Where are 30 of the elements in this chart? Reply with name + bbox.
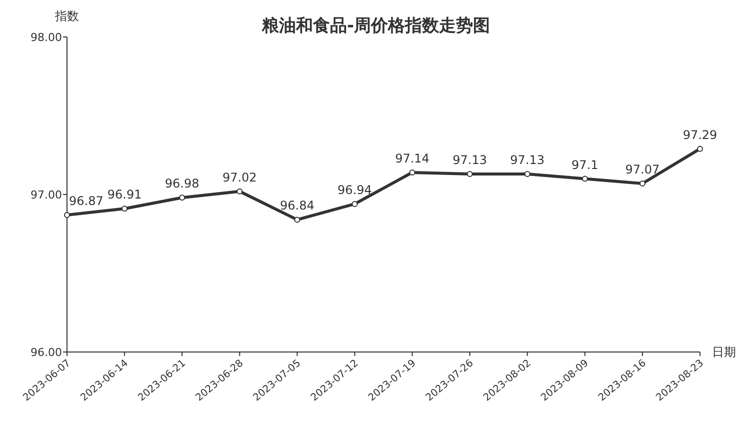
data-label: 97.02: [222, 170, 257, 184]
data-label: 97.29: [682, 128, 718, 142]
point: [122, 206, 128, 212]
point: [236, 188, 243, 194]
y-tick-label: 96.00: [30, 346, 62, 359]
point: [294, 216, 300, 223]
point: [697, 146, 703, 152]
point: [582, 176, 588, 182]
data-label: 97.1: [572, 158, 598, 172]
point: [352, 200, 358, 207]
point: [466, 171, 473, 178]
data-label: 96.98: [164, 176, 200, 191]
point: [524, 171, 530, 178]
y-tick-label: 98.00: [30, 31, 62, 44]
data-label: 96.91: [107, 188, 142, 202]
data-label: 96.84: [280, 198, 314, 213]
data-label: 97.13: [452, 153, 487, 168]
x-axis-title: 日期: [712, 345, 736, 359]
y-axis-title: 指数: [54, 9, 79, 23]
data-label: 96.87: [69, 194, 104, 208]
point: [179, 194, 186, 201]
data-label: 97.07: [625, 162, 660, 176]
data-label: 96.94: [338, 182, 372, 197]
point: [409, 169, 416, 176]
point: [64, 212, 70, 218]
data-label: 97.13: [510, 153, 545, 168]
point: [639, 180, 646, 186]
y-tick-label: 97.00: [30, 188, 62, 202]
chart-title: 粮油和食品-周价格指数走势图: [260, 16, 490, 36]
data-label: 97.14: [395, 151, 430, 166]
